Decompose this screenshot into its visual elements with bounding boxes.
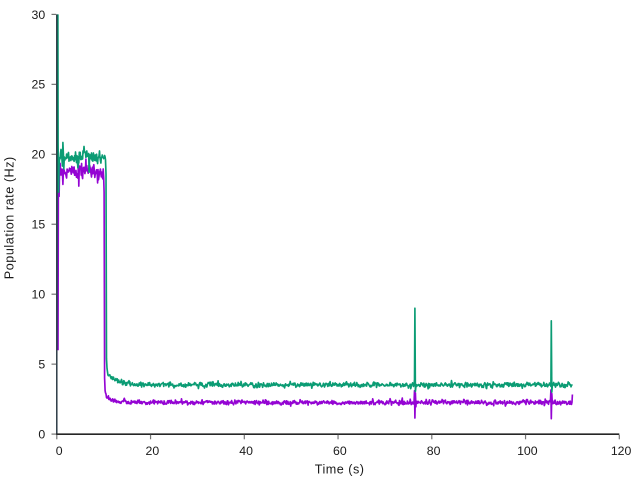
svg-text:20: 20	[32, 148, 46, 162]
svg-text:0: 0	[56, 444, 63, 458]
svg-text:Population rate (Hz): Population rate (Hz)	[3, 156, 17, 279]
svg-text:15: 15	[32, 218, 46, 232]
svg-text:100: 100	[517, 444, 538, 458]
svg-text:120: 120	[611, 444, 632, 458]
svg-text:5: 5	[38, 358, 45, 372]
svg-text:60: 60	[333, 444, 347, 458]
svg-text:80: 80	[427, 444, 441, 458]
svg-text:40: 40	[239, 444, 253, 458]
svg-text:Time (s): Time (s)	[315, 463, 365, 477]
svg-text:20: 20	[146, 444, 160, 458]
svg-text:10: 10	[32, 288, 46, 302]
svg-text:30: 30	[32, 8, 46, 22]
svg-text:0: 0	[38, 427, 45, 441]
svg-text:25: 25	[32, 78, 46, 92]
